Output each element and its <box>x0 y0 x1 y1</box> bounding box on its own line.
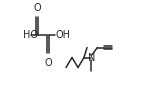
Text: O: O <box>44 58 52 68</box>
Text: O: O <box>33 3 41 13</box>
Text: N: N <box>88 53 95 63</box>
Text: HO: HO <box>23 30 38 40</box>
Text: OH: OH <box>56 30 70 40</box>
